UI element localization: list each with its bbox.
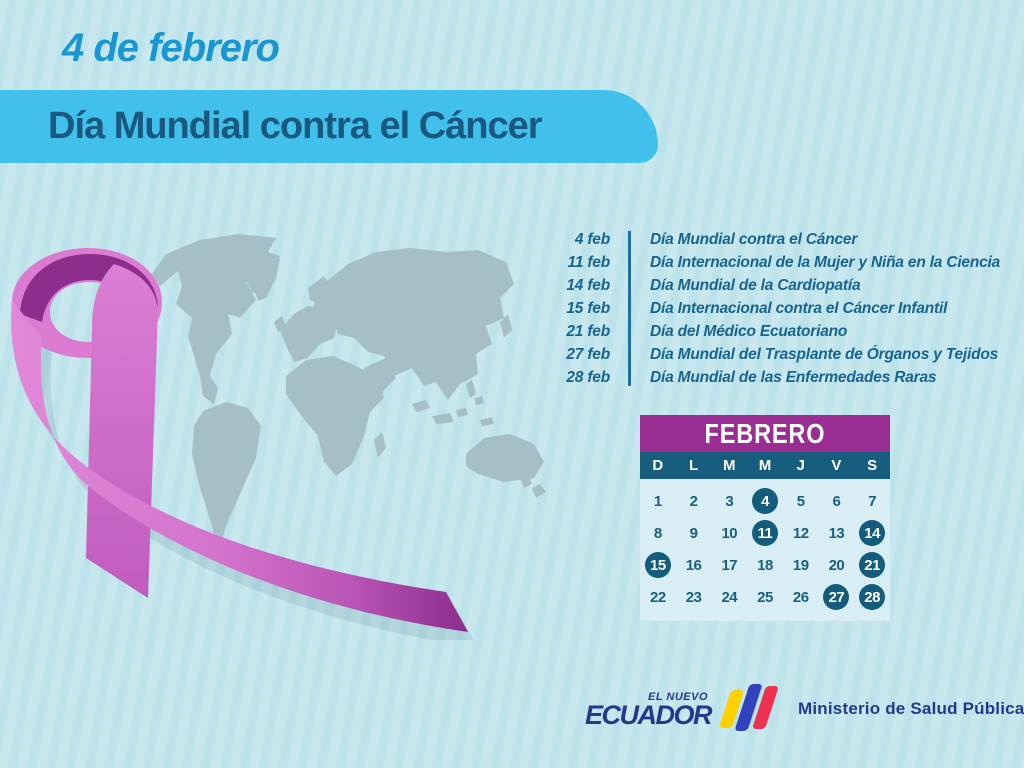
southeast-asia-islands-shape: [412, 380, 494, 426]
ecuador-logo: EL NUEVO ECUADOR: [585, 690, 713, 730]
new-zealand-shape: [520, 474, 546, 498]
iceland-shape: [256, 291, 266, 301]
event-date: 21 feb: [566, 322, 610, 340]
event-date: 4 feb: [574, 230, 610, 248]
calendar: FEBRERO D L M M J V S 1 2: [640, 415, 890, 621]
south-america-shape: [192, 402, 261, 554]
event-name: Día del Médico Ecuatoriano: [650, 322, 848, 340]
calendar-day: 15: [644, 552, 671, 578]
asia-shape: [313, 248, 514, 400]
event-row: 28 feb Día Mundial de las Enfermedades R…: [552, 366, 1017, 389]
event-name: Día Internacional contra el Cáncer Infan…: [650, 299, 948, 317]
calendar-day: 24: [721, 588, 738, 606]
title-banner: Día Mundial contra el Cáncer: [0, 90, 658, 163]
world-map: [152, 234, 546, 554]
event-name: Día Mundial contra el Cáncer: [650, 230, 858, 248]
events-divider-line: [628, 231, 631, 386]
calendar-day: 14: [859, 520, 886, 546]
calendar-day: 10: [721, 524, 738, 542]
calendar-day: 21: [859, 552, 886, 578]
event-name: Día Mundial de la Cardiopatía: [650, 276, 861, 294]
footer: EL NUEVO ECUADOR Ministerio de Salud Púb…: [585, 684, 1024, 734]
calendar-weekday: D: [652, 457, 664, 474]
page-title: Día Mundial contra el Cáncer: [48, 105, 543, 147]
calendar-day: 9: [689, 524, 698, 542]
calendar-weekday: J: [796, 457, 805, 474]
event-row: 14 feb Día Mundial de la Cardiopatía: [552, 274, 1017, 297]
event-date: 28 feb: [566, 368, 610, 386]
calendar-day: 19: [792, 556, 809, 574]
calendar-day: 2: [689, 492, 698, 510]
event-row: 11 feb Día Internacional de la Mujer y N…: [552, 251, 1017, 274]
calendar-day: 28: [859, 584, 886, 610]
event-row: 27 feb Día Mundial del Trasplante de Órg…: [552, 343, 1017, 366]
calendar-day: 26: [792, 588, 809, 606]
calendar-weekday: M: [758, 457, 772, 474]
event-name: Día Mundial del Trasplante de Órganos y …: [650, 345, 999, 363]
ministry-label: Ministerio de Salud Pública: [798, 699, 1024, 718]
calendar-weekday: M: [723, 457, 736, 474]
calendar-day: 7: [868, 492, 877, 510]
event-name: Día Mundial de las Enfermedades Raras: [650, 368, 937, 386]
date-kicker: 4 de febrero: [62, 26, 280, 70]
calendar-day: 13: [828, 524, 845, 542]
calendar-weekday: V: [831, 457, 842, 474]
australia-shape: [466, 434, 544, 482]
calendar-day: 1: [653, 492, 662, 510]
logo-tagline: EL NUEVO: [647, 690, 709, 703]
calendar-day: 11: [751, 520, 778, 546]
calendar-grid: 1 2 3 4 5 6 7 8 9 10 11 12: [640, 479, 890, 621]
calendar-day: 12: [792, 524, 809, 542]
greenland-shape: [244, 254, 280, 298]
world-map-shapes: [152, 234, 546, 554]
calendar-day: 22: [650, 588, 666, 606]
calendar-day: 17: [721, 556, 738, 574]
event-date: 15 feb: [566, 299, 610, 317]
calendar-day: 16: [685, 556, 702, 574]
event-name: Día Internacional de la Mujer y Niña en …: [650, 253, 1001, 271]
events-list: 4 feb Día Mundial contra el Cáncer 11 fe…: [552, 228, 1017, 389]
ribbon-vertical-tail: [86, 264, 158, 598]
event-date: 14 feb: [566, 276, 610, 294]
africa-shape: [286, 356, 386, 476]
logo-wordmark: ECUADOR: [585, 699, 713, 730]
calendar-day: 5: [796, 492, 805, 510]
calendar-day: 8: [653, 524, 662, 542]
event-date: 11 feb: [567, 253, 611, 271]
cancer-awareness-ribbon: [11, 248, 474, 640]
calendar-day: 4: [751, 488, 778, 514]
event-date: 27 feb: [566, 345, 610, 363]
calendar-day: 20: [828, 556, 845, 574]
event-row: 21 feb Día del Médico Ecuatoriano: [552, 320, 1017, 343]
calendar-header: FEBRERO: [640, 415, 890, 452]
calendar-day: 18: [757, 556, 773, 574]
calendar-month-title: FEBRERO: [704, 417, 826, 449]
event-row: 4 feb Día Mundial contra el Cáncer: [552, 228, 1017, 251]
calendar-day: 6: [832, 492, 841, 510]
calendar-day: 23: [685, 588, 702, 606]
calendar-day: 27: [823, 584, 850, 610]
calendar-day: 3: [725, 492, 734, 510]
event-row: 15 feb Día Internacional contra el Cánce…: [552, 297, 1017, 320]
calendar-weekday: L: [688, 457, 699, 474]
ecuador-flag-stripes-icon: [718, 684, 780, 734]
calendar-weekday: S: [867, 457, 878, 474]
calendar-day: 25: [757, 588, 773, 606]
calendar-weekday-row: D L M M J V S: [640, 452, 890, 479]
ribbon-sweep-tail: [11, 300, 469, 632]
